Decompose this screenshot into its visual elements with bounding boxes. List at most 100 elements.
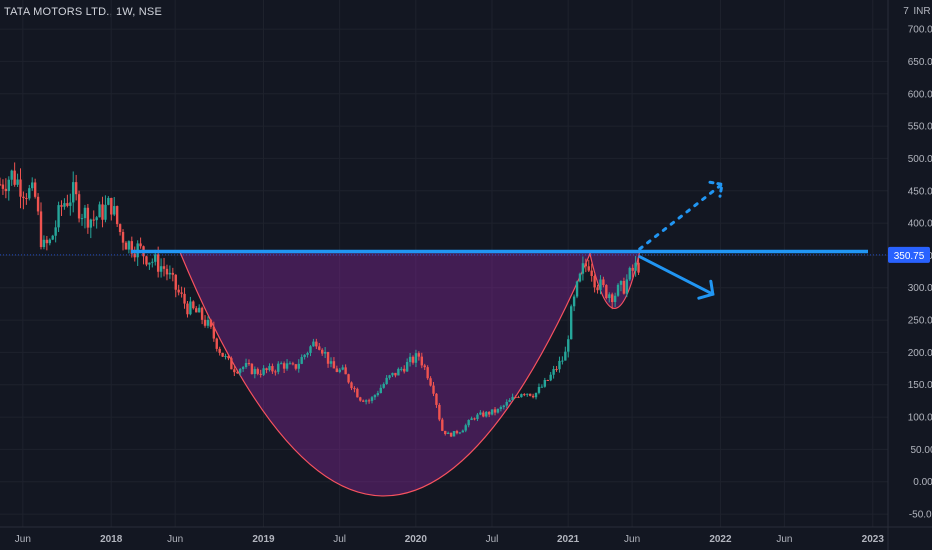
candle-body[interactable] [534,392,538,398]
candle-body[interactable] [335,368,339,372]
candle-body[interactable] [104,204,107,220]
candle-body[interactable] [520,394,523,398]
candle-body[interactable] [493,409,497,413]
candle-body[interactable] [83,207,87,219]
candle-body[interactable] [552,369,555,375]
candle-body[interactable] [631,267,634,271]
candle-body[interactable] [224,355,227,357]
candle-body[interactable] [145,256,148,265]
candle-body[interactable] [148,262,151,265]
candle-body[interactable] [168,272,172,275]
candle-body[interactable] [291,363,295,365]
candle-body[interactable] [435,393,438,405]
candle-body[interactable] [364,400,368,402]
candle-body[interactable] [45,239,49,244]
candle-body[interactable] [376,393,380,396]
candle-body[interactable] [602,279,605,286]
candle-body[interactable] [575,281,579,297]
candle-body[interactable] [543,380,547,387]
candle-body[interactable] [400,368,403,370]
candle-body[interactable] [16,179,19,185]
candle-body[interactable] [31,182,34,189]
candle-body[interactable] [508,400,511,402]
candle-body[interactable] [86,207,90,228]
candle-body[interactable] [405,362,409,372]
candle-body[interactable] [227,355,230,359]
candle-body[interactable] [22,196,25,199]
candle-body[interactable] [359,397,362,401]
candle-body[interactable] [218,348,221,353]
candle-body[interactable] [385,377,388,384]
candle-body[interactable] [171,272,175,275]
candle-body[interactable] [318,346,321,350]
candle-body[interactable] [110,197,113,215]
candle-body[interactable] [174,274,177,290]
candle-body[interactable] [432,385,435,394]
candle-body[interactable] [113,206,116,215]
candle-body[interactable] [4,188,8,192]
candle-body[interactable] [309,346,312,353]
candle-body[interactable] [69,202,72,206]
candle-body[interactable] [139,243,142,247]
candle-body[interactable] [531,395,535,398]
candle-body[interactable] [467,420,470,426]
candle-body[interactable] [388,375,391,378]
candle-body[interactable] [537,387,541,393]
candle-body[interactable] [490,409,494,415]
candle-body[interactable] [306,352,309,355]
candle-body[interactable] [77,194,81,219]
candle-body[interactable] [502,405,506,408]
candle-body[interactable] [241,367,245,370]
candle-body[interactable] [452,431,456,437]
candle-body[interactable] [341,367,344,370]
candle-body[interactable] [408,356,412,363]
candle-body[interactable] [370,397,374,401]
candle-body[interactable] [274,371,277,373]
candle-body[interactable] [564,351,567,361]
candle-body[interactable] [253,369,257,375]
candle-body[interactable] [154,254,157,262]
candle-body[interactable] [458,432,462,434]
candle-body[interactable] [297,363,300,369]
candle-body[interactable] [470,418,473,421]
candle-body[interactable] [637,262,640,273]
candle-body[interactable] [394,372,397,376]
candle-body[interactable] [192,301,195,309]
candle-body[interactable] [613,295,617,303]
candle-body[interactable] [127,241,131,250]
candle-body[interactable] [449,432,453,437]
candle-body[interactable] [420,356,423,366]
candle-body[interactable] [321,349,324,354]
candle-body[interactable] [572,296,576,307]
candle-body[interactable] [303,354,306,358]
candle-body[interactable] [33,182,37,197]
candle-body[interactable] [362,400,365,402]
candle-body[interactable] [446,432,450,435]
candle-body[interactable] [505,401,508,406]
candle-body[interactable] [628,267,631,280]
candle-body[interactable] [476,414,479,420]
candle-body[interactable] [282,363,286,369]
candle-body[interactable] [479,412,482,415]
candle-body[interactable] [221,352,224,357]
candle-body[interactable] [622,280,626,294]
candle-body[interactable] [608,294,611,299]
candle-body[interactable] [555,369,558,371]
candle-body[interactable] [7,179,10,192]
candle-body[interactable] [590,270,593,276]
candle-body[interactable] [599,279,602,291]
candle-body[interactable] [95,217,98,221]
candle-body[interactable] [587,266,590,271]
candle-body[interactable] [397,368,400,376]
candle-body[interactable] [528,393,532,396]
candle-body[interactable] [121,232,125,243]
candle-body[interactable] [338,369,341,372]
candle-body[interactable] [265,368,268,371]
candle-body[interactable] [230,358,233,370]
candle-body[interactable] [619,280,623,285]
candle-body[interactable] [165,268,169,275]
candle-body[interactable] [487,411,491,415]
candle-body[interactable] [80,218,84,220]
candle-body[interactable] [10,170,13,180]
